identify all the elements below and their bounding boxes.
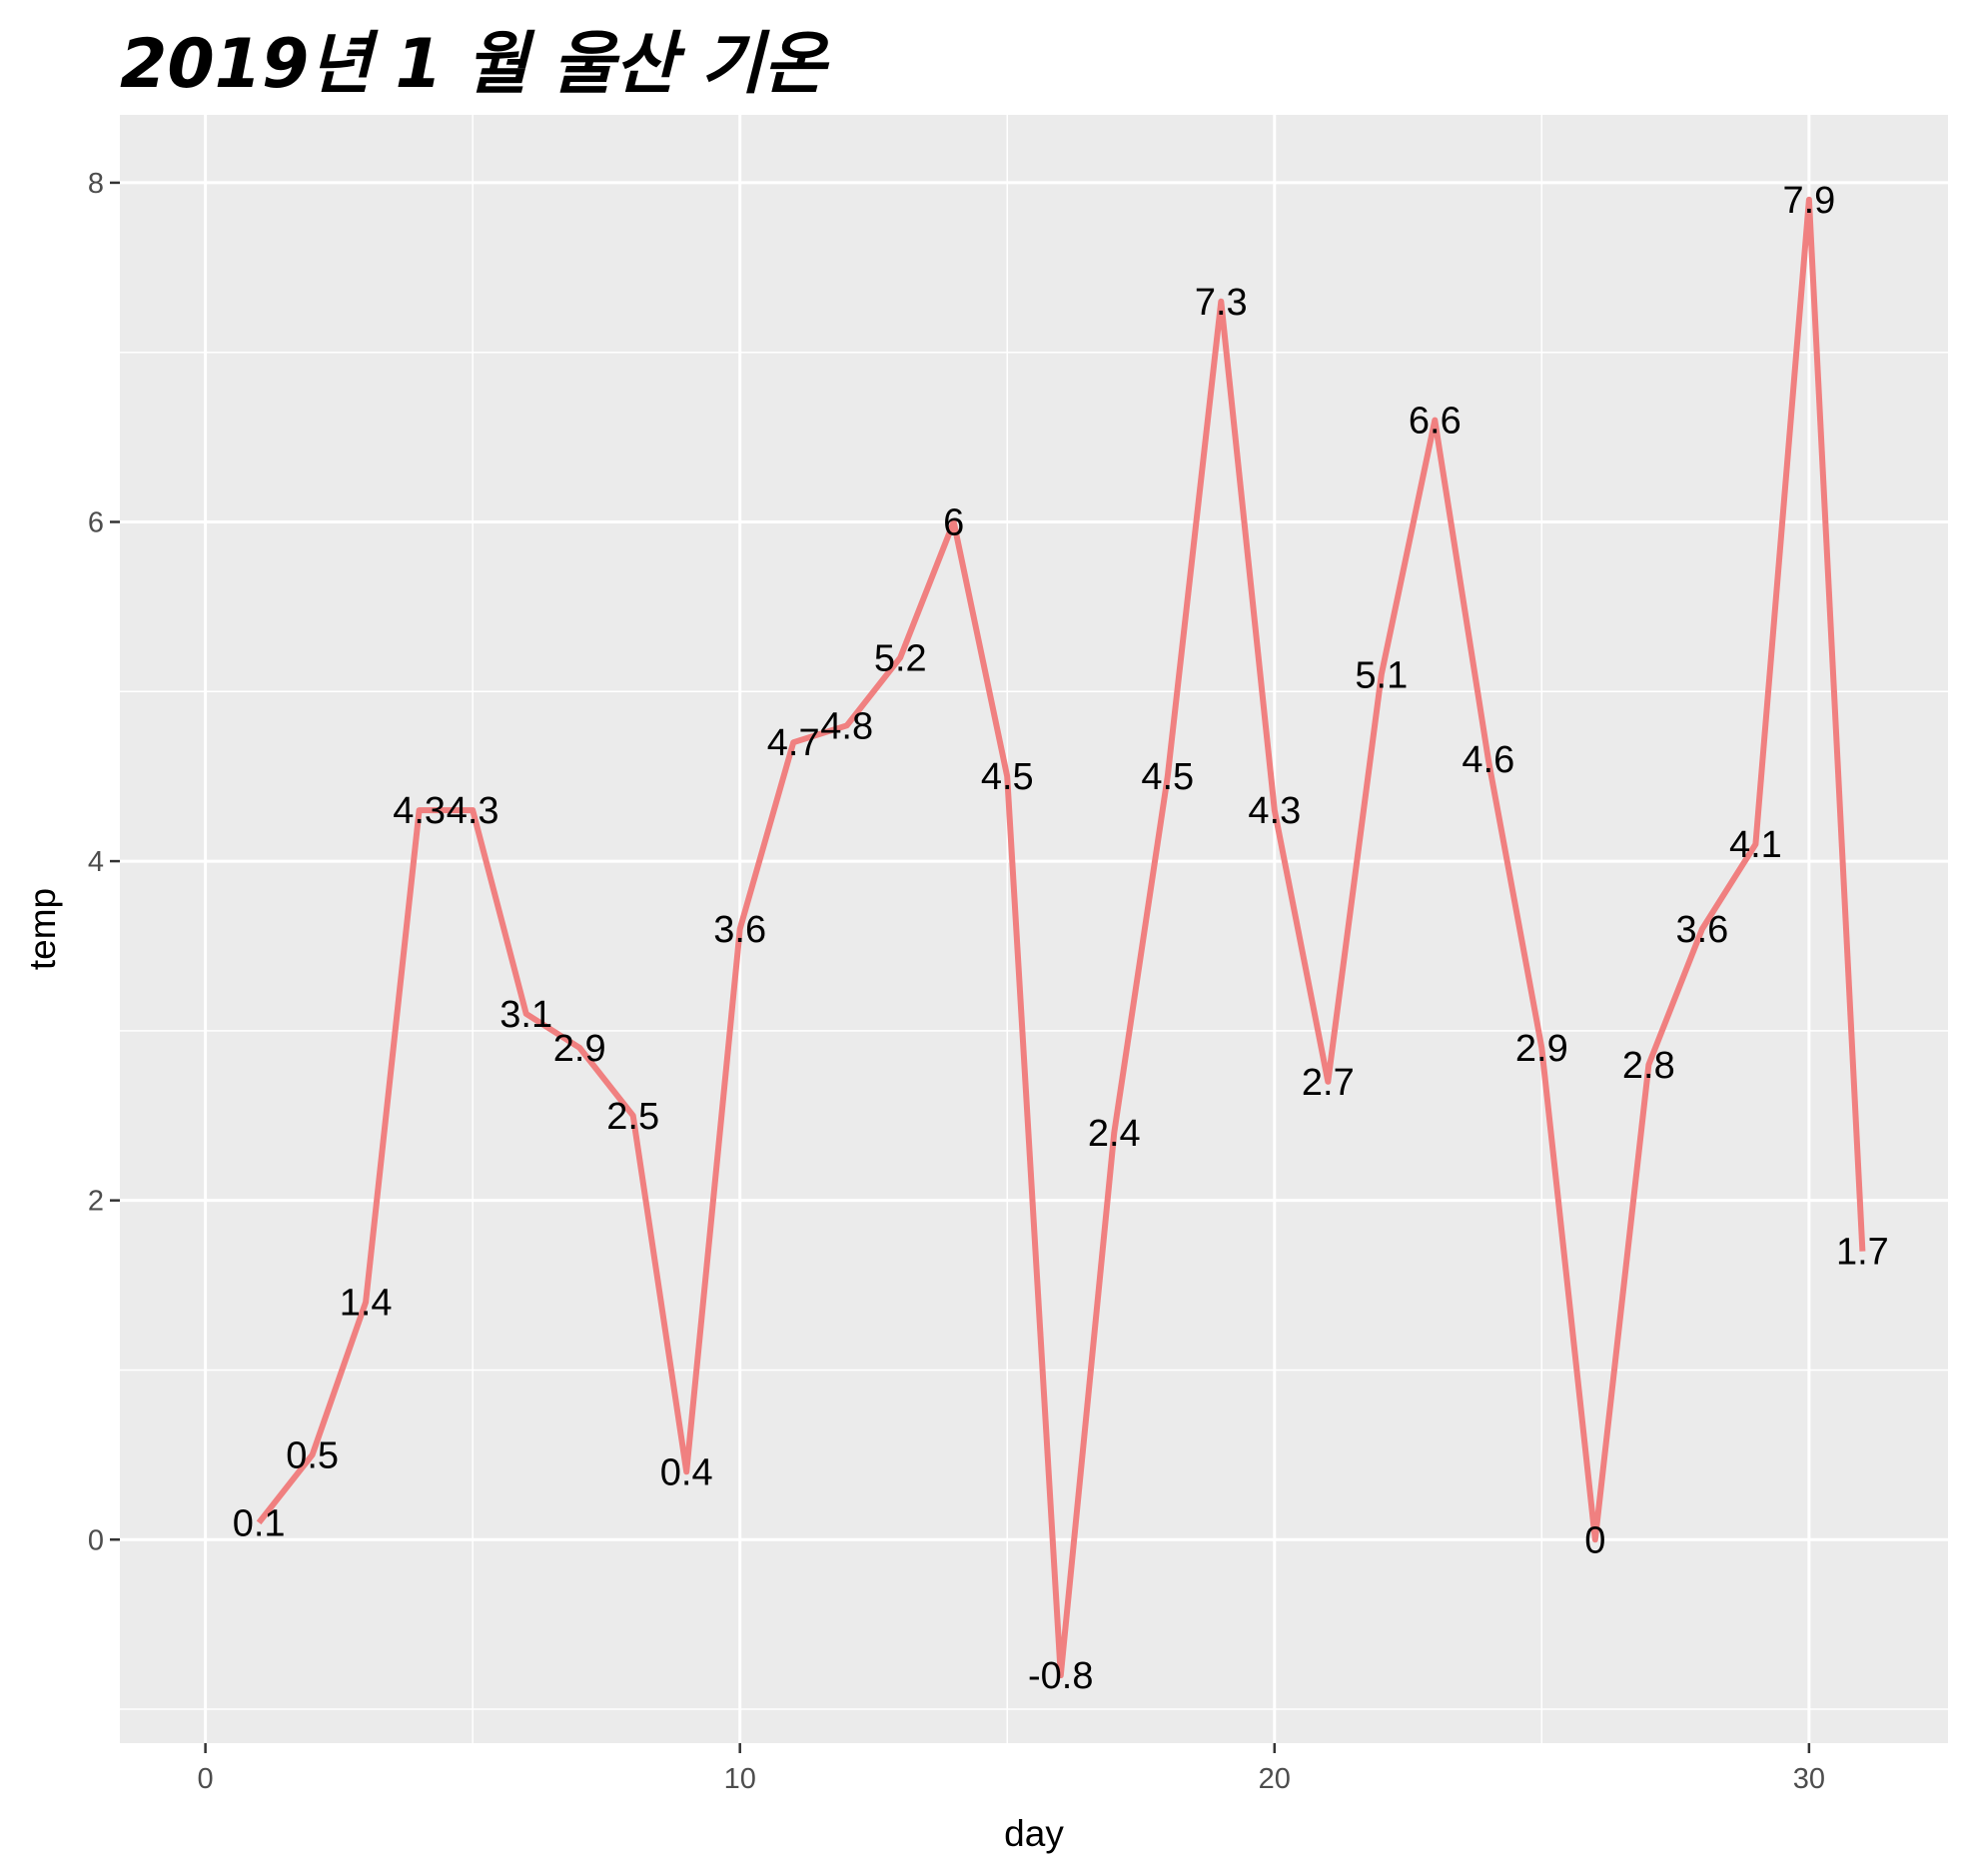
data-label: 2.4 (1088, 1113, 1141, 1155)
x-tick-label: 10 (724, 1763, 756, 1795)
data-label: 0 (1584, 1519, 1605, 1561)
data-label: 1.7 (1836, 1232, 1889, 1274)
x-tick-label: 20 (1259, 1763, 1291, 1795)
y-axis-title: temp (22, 888, 63, 970)
y-tick-label: 4 (88, 846, 104, 878)
x-tick-label: 30 (1793, 1763, 1825, 1795)
data-label: -0.8 (1028, 1655, 1093, 1697)
plot-panel (120, 115, 1948, 1743)
data-label: 4.3 (1248, 790, 1301, 832)
x-tick-label: 0 (198, 1763, 214, 1795)
data-label: 4.6 (1462, 739, 1514, 781)
data-label: 4.1 (1729, 824, 1782, 866)
data-label: 4.5 (1141, 756, 1194, 798)
data-label: 7.9 (1782, 180, 1835, 222)
series-temp (256, 196, 1866, 1679)
data-label: 2.9 (553, 1028, 606, 1070)
data-label: 0.5 (286, 1434, 339, 1476)
data-label: 3.6 (1675, 909, 1728, 951)
data-label: 5.1 (1355, 654, 1408, 696)
data-label: 2.9 (1515, 1028, 1568, 1070)
data-label: 2.8 (1622, 1045, 1675, 1087)
data-label: 1.4 (340, 1283, 393, 1325)
data-label: 4.3 (393, 790, 446, 832)
y-tick-label: 6 (88, 507, 104, 539)
y-tick-label: 8 (88, 168, 104, 200)
data-label: 0.1 (233, 1502, 286, 1544)
data-label: 3.6 (713, 909, 766, 951)
y-tick-label: 2 (88, 1186, 104, 1218)
data-label: 4.5 (981, 756, 1034, 798)
data-labels: 0.10.51.44.3 4.33.12.92.50.43.64.7 4.85.26… (233, 180, 1889, 1697)
series-line (256, 196, 1866, 1679)
data-label: 0.4 (660, 1451, 713, 1493)
data-label: 7.3 (1195, 282, 1248, 324)
y-tick-label: 0 (88, 1524, 104, 1556)
data-label: 6.6 (1409, 401, 1462, 443)
data-label: 4.3 (447, 790, 499, 832)
data-label: 4.8 (820, 705, 873, 747)
chart-title: 2019년 1 월 울산 기온 (120, 25, 826, 104)
data-label: 2.5 (606, 1096, 659, 1138)
minor-gridlines (120, 115, 1948, 1743)
axes: 0 10 20 30 0 2 4 6 8 (88, 168, 1825, 1795)
x-axis-title: day (1004, 1813, 1064, 1854)
data-label: 5.2 (874, 637, 927, 679)
data-label: 2.7 (1302, 1062, 1355, 1104)
data-label: 4.7 (767, 722, 820, 764)
data-label: 6 (943, 502, 964, 544)
data-label: 3.1 (499, 994, 552, 1036)
